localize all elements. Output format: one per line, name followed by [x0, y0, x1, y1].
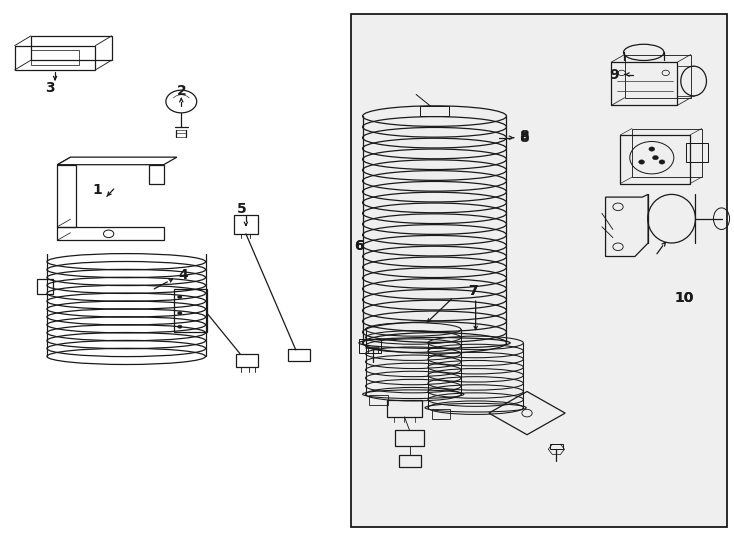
- Bar: [234, 215, 258, 234]
- Text: 5: 5: [237, 202, 247, 216]
- Text: 10: 10: [675, 291, 694, 305]
- Circle shape: [178, 325, 182, 328]
- Circle shape: [649, 147, 655, 151]
- Bar: [15, 45, 95, 70]
- Text: 10: 10: [675, 291, 694, 305]
- Bar: [31, 36, 112, 60]
- Text: 8: 8: [519, 131, 529, 145]
- Bar: [369, 395, 388, 405]
- Bar: [625, 55, 691, 98]
- Bar: [420, 106, 449, 116]
- Circle shape: [639, 160, 644, 164]
- Bar: [611, 62, 677, 105]
- Bar: [351, 14, 727, 526]
- Bar: [550, 444, 563, 449]
- Bar: [686, 143, 708, 162]
- Bar: [620, 135, 690, 184]
- Circle shape: [178, 312, 182, 315]
- Text: 3: 3: [45, 81, 55, 95]
- Bar: [387, 400, 422, 417]
- Text: 8: 8: [519, 129, 529, 143]
- Bar: [399, 455, 421, 467]
- Text: 9: 9: [608, 68, 619, 82]
- Bar: [174, 289, 207, 332]
- Bar: [632, 129, 702, 177]
- Bar: [37, 279, 53, 294]
- Bar: [368, 348, 378, 353]
- Bar: [432, 409, 450, 419]
- Bar: [359, 339, 381, 353]
- Bar: [236, 354, 258, 367]
- Text: 2: 2: [176, 84, 186, 98]
- Circle shape: [659, 160, 665, 164]
- Text: 6: 6: [354, 239, 364, 253]
- Bar: [31, 51, 79, 65]
- Text: 1: 1: [92, 183, 102, 197]
- Text: 6: 6: [354, 239, 364, 253]
- Circle shape: [178, 295, 182, 299]
- Text: 4: 4: [178, 268, 189, 282]
- Text: 7: 7: [468, 284, 479, 298]
- Bar: [395, 430, 424, 445]
- Circle shape: [653, 156, 658, 160]
- Text: 7: 7: [468, 284, 479, 298]
- Bar: [288, 349, 310, 361]
